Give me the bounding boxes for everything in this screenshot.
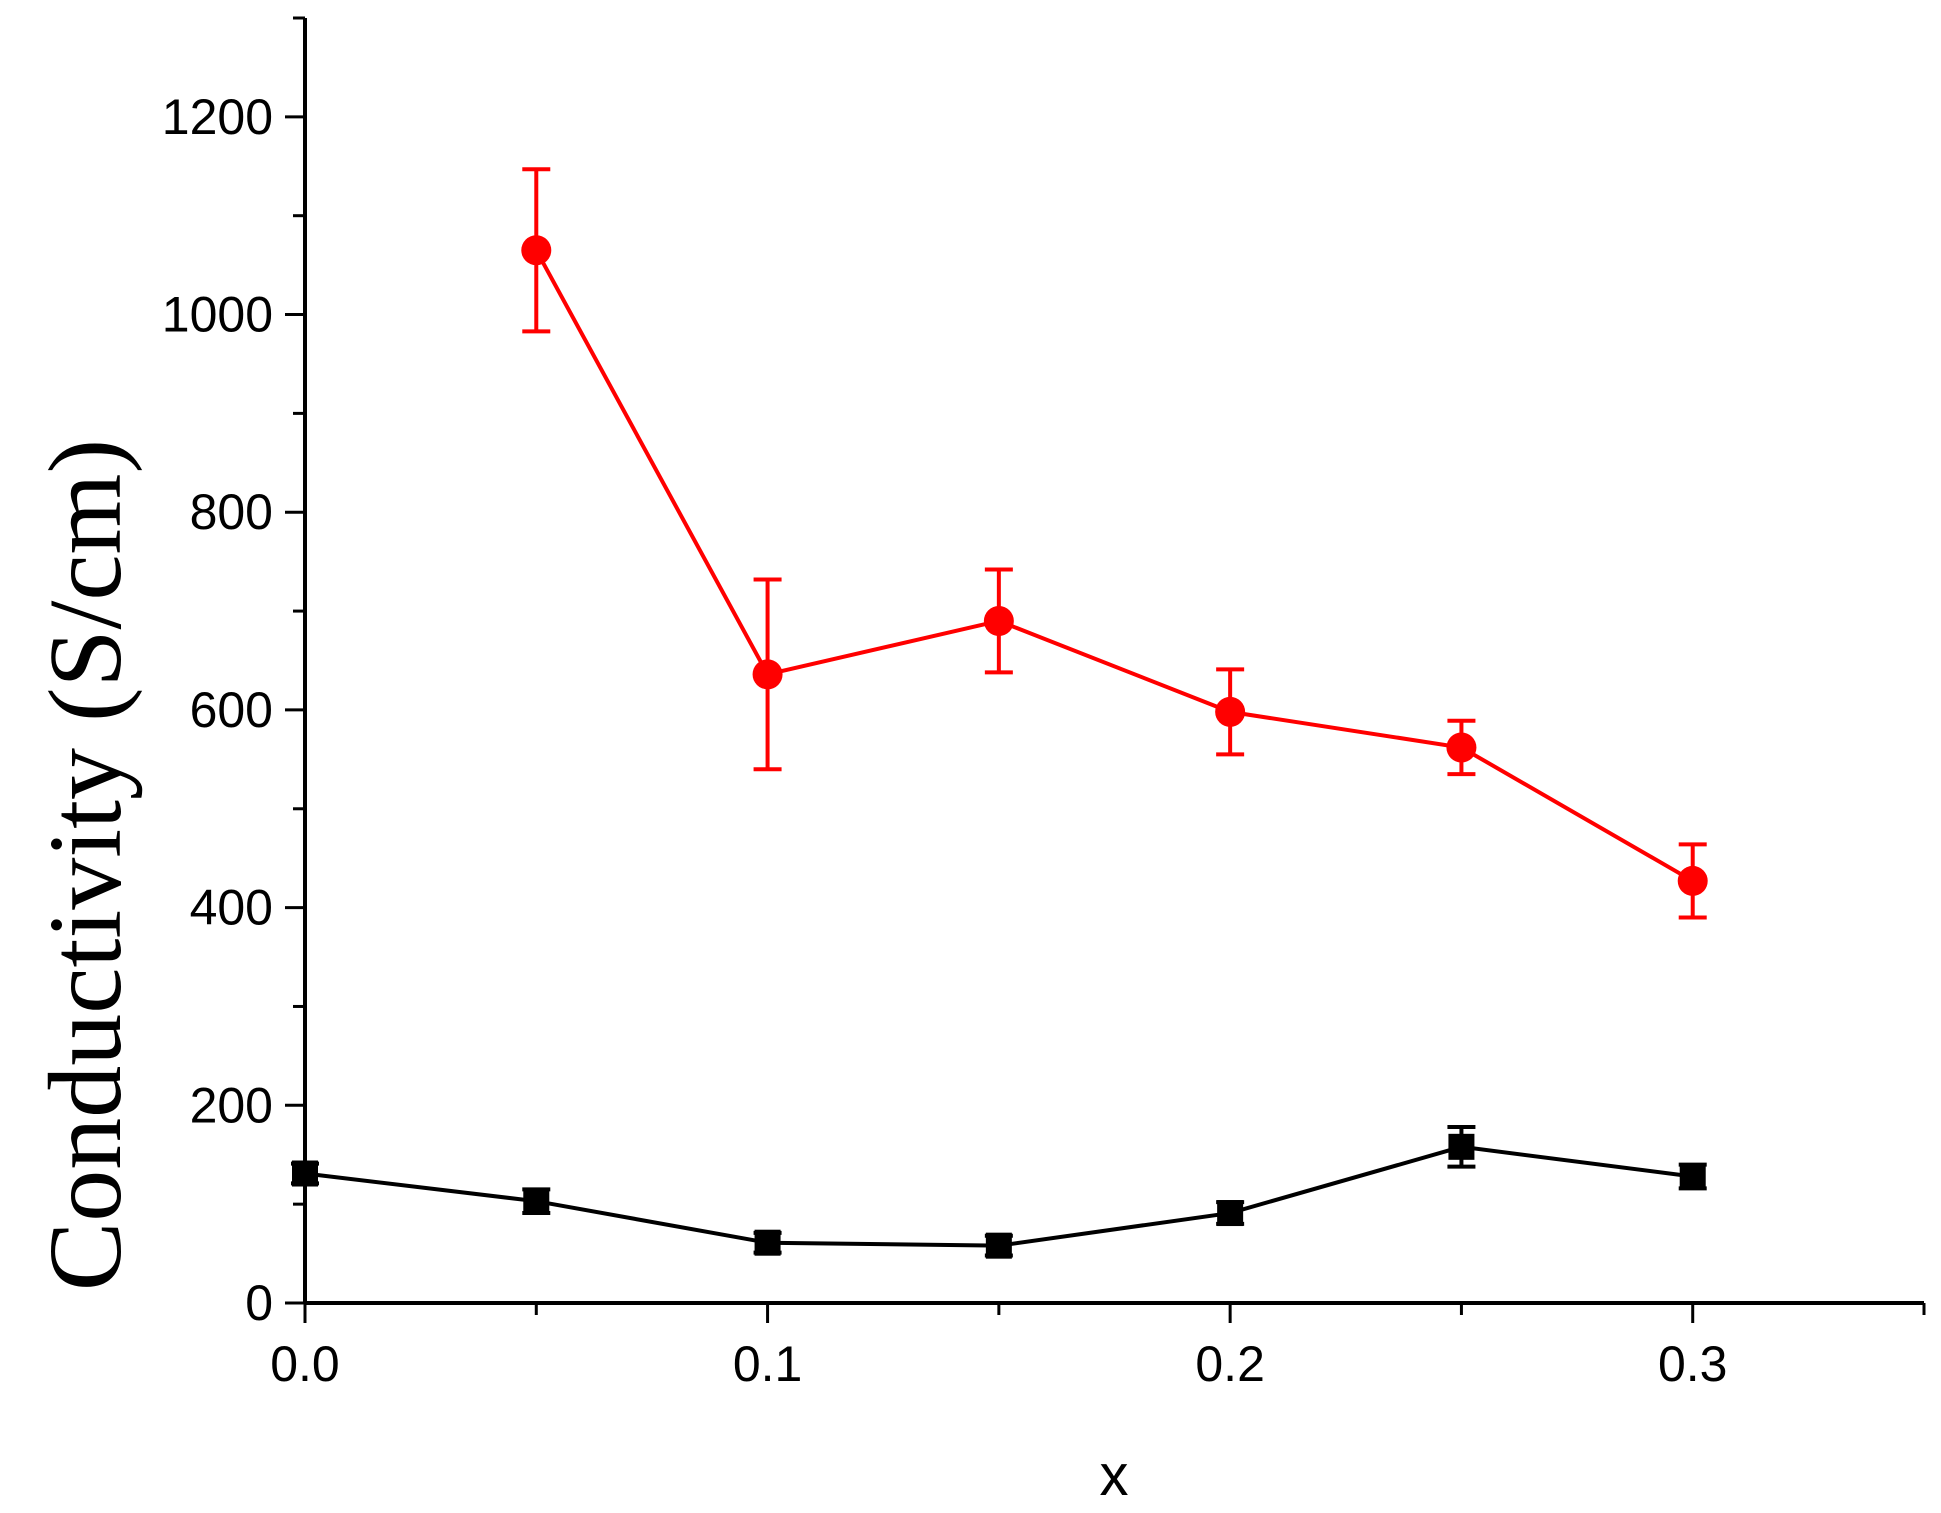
data-point (1446, 732, 1477, 763)
axes (303, 18, 1924, 1305)
data-point (1448, 1133, 1475, 1160)
series-line (304, 1144, 1693, 1248)
y-tick-label: 200 (190, 1077, 273, 1133)
x-tick-label: 0.2 (1195, 1336, 1265, 1392)
y-ticks: 0 200 400 600 800 1000 1200 (162, 16, 305, 1331)
y-tick-label: 1000 (162, 287, 273, 343)
data-point (983, 605, 1014, 636)
y-tick-label: 800 (190, 484, 273, 540)
data-point (985, 1232, 1012, 1259)
x-tick-label: 0.0 (270, 1336, 340, 1392)
data-point (1215, 696, 1246, 727)
y-tick-label: 400 (190, 880, 273, 936)
data-point (292, 1160, 318, 1187)
x-tick-label: 0.1 (733, 1336, 803, 1392)
series-1 (521, 167, 1708, 920)
data-point (521, 235, 552, 266)
series-2 (291, 1125, 1707, 1259)
y-tick-label: 1200 (162, 89, 273, 145)
series-line (534, 249, 1694, 883)
y-tick-label: 600 (190, 682, 273, 738)
x-axis-label: x (1100, 1443, 1129, 1508)
data-point (754, 1229, 781, 1256)
data-point (1679, 1163, 1706, 1190)
data-point (523, 1188, 550, 1215)
data-point (1677, 865, 1708, 896)
y-axis-label: Conductivity (S/cm) (28, 439, 143, 1291)
data-point (752, 659, 783, 690)
x-tick-label: 0.3 (1658, 1336, 1728, 1392)
series-layer (291, 167, 1708, 1259)
y-tick-label: 0 (245, 1275, 273, 1331)
data-point (1217, 1200, 1244, 1227)
x-ticks: 0.0 0.1 0.2 0.3 (270, 1303, 1926, 1392)
